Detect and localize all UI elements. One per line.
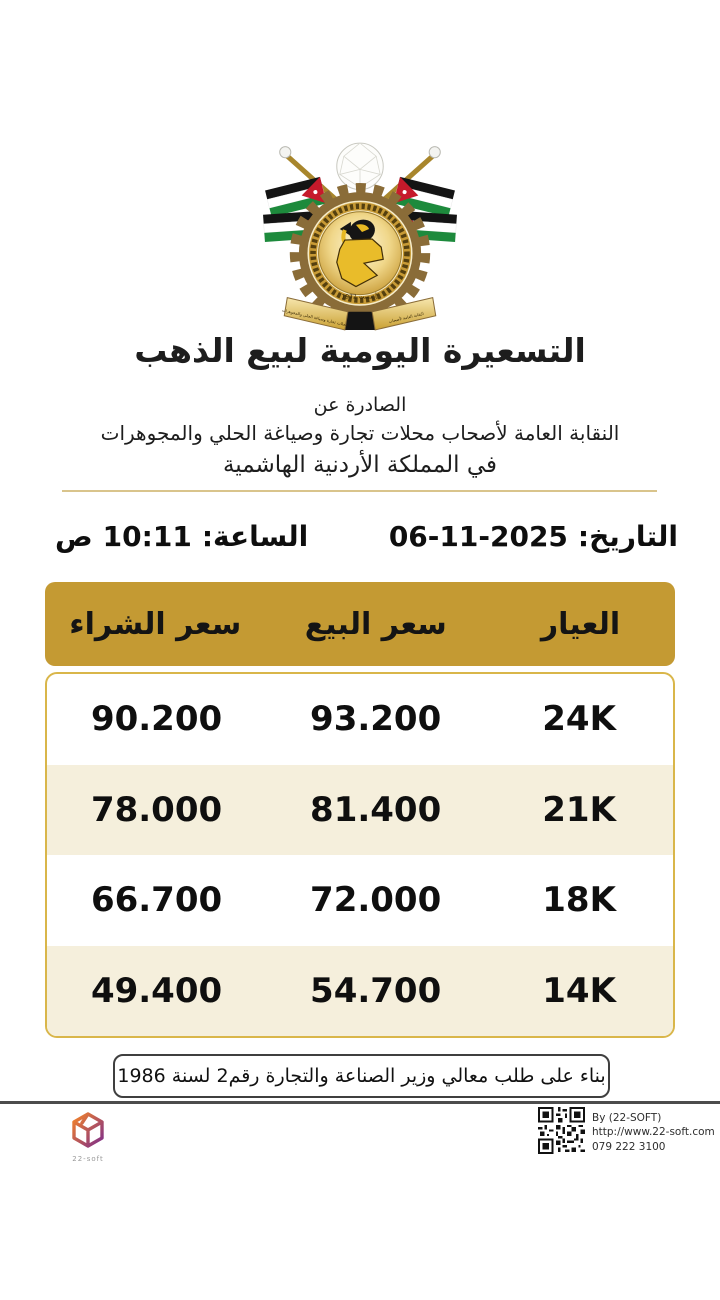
footer-divider bbox=[0, 1101, 720, 1104]
jordan-map-icon bbox=[336, 238, 384, 288]
column-karat: العيار bbox=[540, 606, 621, 642]
brand-caption: 22-soft bbox=[72, 1155, 104, 1163]
credit-phone: 079 222 3100 bbox=[592, 1140, 666, 1153]
association-emblem: تأسست 1972 محلات تجارة وصياغة الحلي والم… bbox=[263, 142, 457, 331]
issued-by-line2: النقابة العامة لأصحاب محلات تجارة وصياغة… bbox=[100, 421, 620, 445]
legal-note: بناء على طلب معالي وزير الصناعة والتجارة… bbox=[113, 1054, 610, 1098]
table-row: 21K 81.400 78.000 bbox=[47, 764, 673, 855]
time-period: ص bbox=[55, 519, 93, 553]
sell-price-cell: 54.700 bbox=[310, 970, 442, 1011]
brand-logo: 22-soft bbox=[56, 1110, 120, 1163]
ribbon-center bbox=[344, 311, 376, 330]
column-buy-price: سعر الشراء bbox=[69, 606, 242, 642]
credit-by: By (22-SOFT) bbox=[592, 1112, 662, 1124]
credit-url: http://www.22-soft.com bbox=[592, 1126, 715, 1139]
time-label: الساعة: bbox=[201, 519, 309, 553]
karat-cell: 14K bbox=[542, 970, 616, 1011]
karat-cell: 21K bbox=[542, 789, 616, 830]
table-row: 24K 93.200 90.200 bbox=[47, 674, 673, 765]
issued-by-line1: الصادرة عن bbox=[313, 394, 407, 416]
gold-divider bbox=[62, 490, 657, 492]
credit-block: By (22-SOFT) http://www.22-soft.com 079 … bbox=[592, 1111, 720, 1154]
date-label: التاريخ: bbox=[577, 519, 678, 553]
price-table-header: العيار سعر البيع سعر الشراء bbox=[45, 582, 675, 666]
legal-note-text: بناء على طلب معالي وزير الصناعة والتجارة… bbox=[117, 1065, 606, 1087]
emblem-established-text: تأسست 1972 bbox=[341, 292, 379, 301]
table-row: 18K 72.000 66.700 bbox=[47, 855, 673, 946]
karat-cell: 24K bbox=[542, 699, 616, 740]
column-sell-price: سعر البيع bbox=[304, 606, 447, 642]
ribbon-left bbox=[283, 297, 349, 331]
cube-logo-icon bbox=[72, 1112, 104, 1148]
faceted-ball-icon bbox=[336, 142, 384, 191]
date-field: التاريخ: 06-11-2025 bbox=[389, 520, 678, 553]
page-title: التسعيرة اليومية لبيع الذهب bbox=[134, 331, 586, 370]
time-value: 10:11 bbox=[102, 519, 192, 553]
meander-pattern bbox=[310, 203, 410, 303]
sell-price-cell: 93.200 bbox=[310, 699, 442, 740]
time-field: الساعة: 10:11 ص bbox=[55, 520, 308, 553]
buy-price-cell: 78.000 bbox=[90, 789, 223, 830]
sell-price-cell: 81.400 bbox=[310, 789, 442, 830]
buy-price-cell: 66.700 bbox=[90, 880, 223, 921]
karat-cell: 18K bbox=[542, 880, 616, 921]
ribbon-right bbox=[371, 297, 437, 331]
datetime-row: التاريخ: 06-11-2025 الساعة: 10:11 ص bbox=[0, 513, 720, 559]
price-table-body: 24K 93.200 90.200 21K 81.400 78.000 18K … bbox=[45, 672, 675, 1038]
buy-price-cell: 49.400 bbox=[90, 970, 223, 1011]
buy-price-cell: 90.200 bbox=[90, 699, 223, 740]
sell-price-cell: 72.000 bbox=[310, 880, 442, 921]
date-value: 06-11-2025 bbox=[388, 519, 568, 553]
table-row: 14K 54.700 49.400 bbox=[47, 945, 673, 1036]
issued-by-line3: في المملكة الأردنية الهاشمية bbox=[222, 452, 498, 478]
qr-code-icon bbox=[538, 1107, 585, 1154]
